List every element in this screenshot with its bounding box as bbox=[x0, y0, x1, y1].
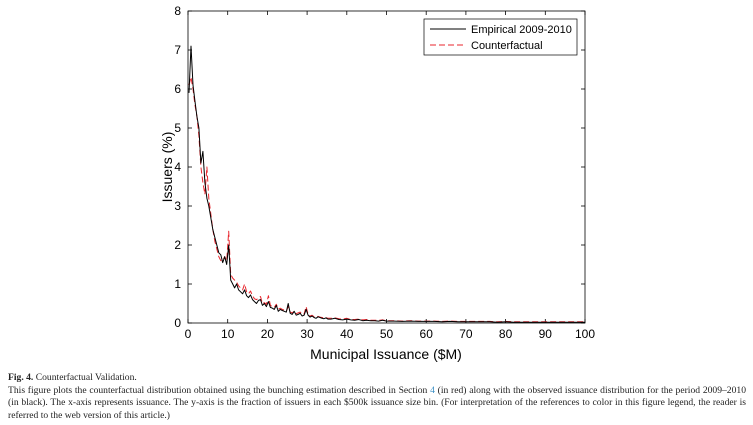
x-tick-label: 40 bbox=[340, 327, 354, 341]
caption-body: This figure plots the counterfactual dis… bbox=[8, 385, 746, 423]
x-tick-label: 100 bbox=[575, 327, 595, 341]
counterfactual-chart: 0 10 20 30 40 50 60 70 80 90 100 0 1 2 3 4 5 6 7 8 Municipa… bbox=[159, 4, 595, 362]
y-tick-label: 4 bbox=[174, 160, 181, 174]
y-tick-label: 0 bbox=[174, 316, 181, 330]
x-tick-label: 70 bbox=[459, 327, 473, 341]
x-tick-label: 30 bbox=[300, 327, 314, 341]
legend-label-empirical: Empirical 2009-2010 bbox=[471, 24, 572, 36]
y-tick-label: 6 bbox=[174, 82, 181, 96]
caption-fig-title: Counterfactual Validation. bbox=[35, 372, 137, 383]
y-tick-label: 5 bbox=[174, 121, 181, 135]
y-axis-label: Issuers (%) bbox=[159, 132, 175, 203]
axis-ticks: 0 10 20 30 40 50 60 70 80 90 100 0 1 2 3 4 5 6 7 8 bbox=[174, 4, 595, 341]
x-tick-label: 0 bbox=[185, 327, 192, 341]
y-tick-label: 1 bbox=[174, 277, 181, 291]
caption-text-after: (in red) along with the observed issuanc… bbox=[8, 384, 746, 421]
series-lines bbox=[188, 45, 585, 323]
caption-section-link[interactable]: 4 bbox=[430, 384, 435, 396]
y-tick-label: 8 bbox=[174, 4, 181, 18]
plot-frame bbox=[187, 10, 586, 324]
x-axis-label: Municipal Issuance ($M) bbox=[310, 346, 462, 362]
series-line-empirical bbox=[188, 45, 585, 323]
legend-box bbox=[423, 18, 578, 56]
legend: Empirical 2009-2010 Counterfactual bbox=[423, 18, 578, 56]
x-tick-label: 80 bbox=[499, 327, 513, 341]
x-tick-label: 10 bbox=[221, 327, 235, 341]
y-tick-label: 2 bbox=[174, 238, 181, 252]
legend-label-counterfactual: Counterfactual bbox=[471, 40, 543, 52]
figure-caption: Fig. 4. Counterfactual Validation. This … bbox=[8, 372, 746, 422]
y-tick-label: 3 bbox=[174, 199, 181, 213]
x-tick-label: 90 bbox=[539, 327, 553, 341]
y-tick-label: 7 bbox=[174, 43, 181, 57]
caption-heading: Fig. 4. Counterfactual Validation. bbox=[8, 372, 746, 385]
x-tick-label: 20 bbox=[261, 327, 275, 341]
x-tick-label: 60 bbox=[420, 327, 434, 341]
caption-text-before: This figure plots the counterfactual dis… bbox=[8, 384, 431, 396]
caption-fig-label: Fig. 4. bbox=[8, 372, 34, 383]
x-tick-label: 50 bbox=[380, 327, 394, 341]
